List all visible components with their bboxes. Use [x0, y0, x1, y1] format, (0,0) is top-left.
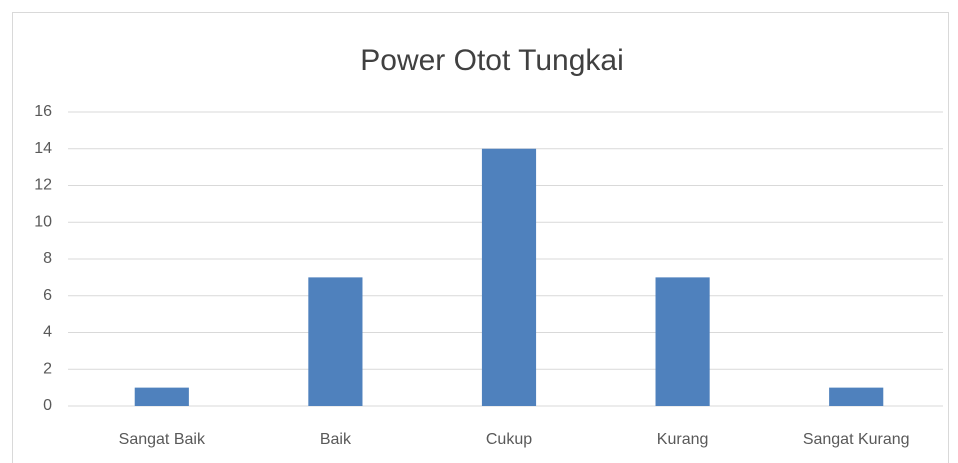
y-tick-label: 2: [43, 360, 52, 377]
y-tick-label: 8: [43, 250, 52, 267]
y-tick-label: 10: [34, 213, 52, 230]
bar: [481, 148, 537, 406]
y-tick-label: 0: [43, 397, 52, 414]
x-tick-label: Sangat Baik: [119, 431, 206, 448]
y-tick-label: 6: [43, 287, 52, 304]
chart-title: Power Otot Tungkai: [360, 44, 623, 77]
bar: [308, 277, 363, 406]
x-tick-label: Sangat Kurang: [803, 431, 910, 448]
x-tick-label: Baik: [320, 431, 352, 448]
bar: [829, 387, 884, 406]
y-tick-label: 12: [34, 177, 52, 194]
y-tick-label: 4: [43, 324, 52, 341]
y-tick-label: 14: [34, 140, 52, 157]
y-tick-label: 16: [34, 103, 52, 120]
bar: [655, 277, 710, 406]
x-tick-label: Cukup: [486, 431, 532, 448]
bar: [134, 387, 189, 406]
x-tick-label: Kurang: [657, 431, 709, 448]
